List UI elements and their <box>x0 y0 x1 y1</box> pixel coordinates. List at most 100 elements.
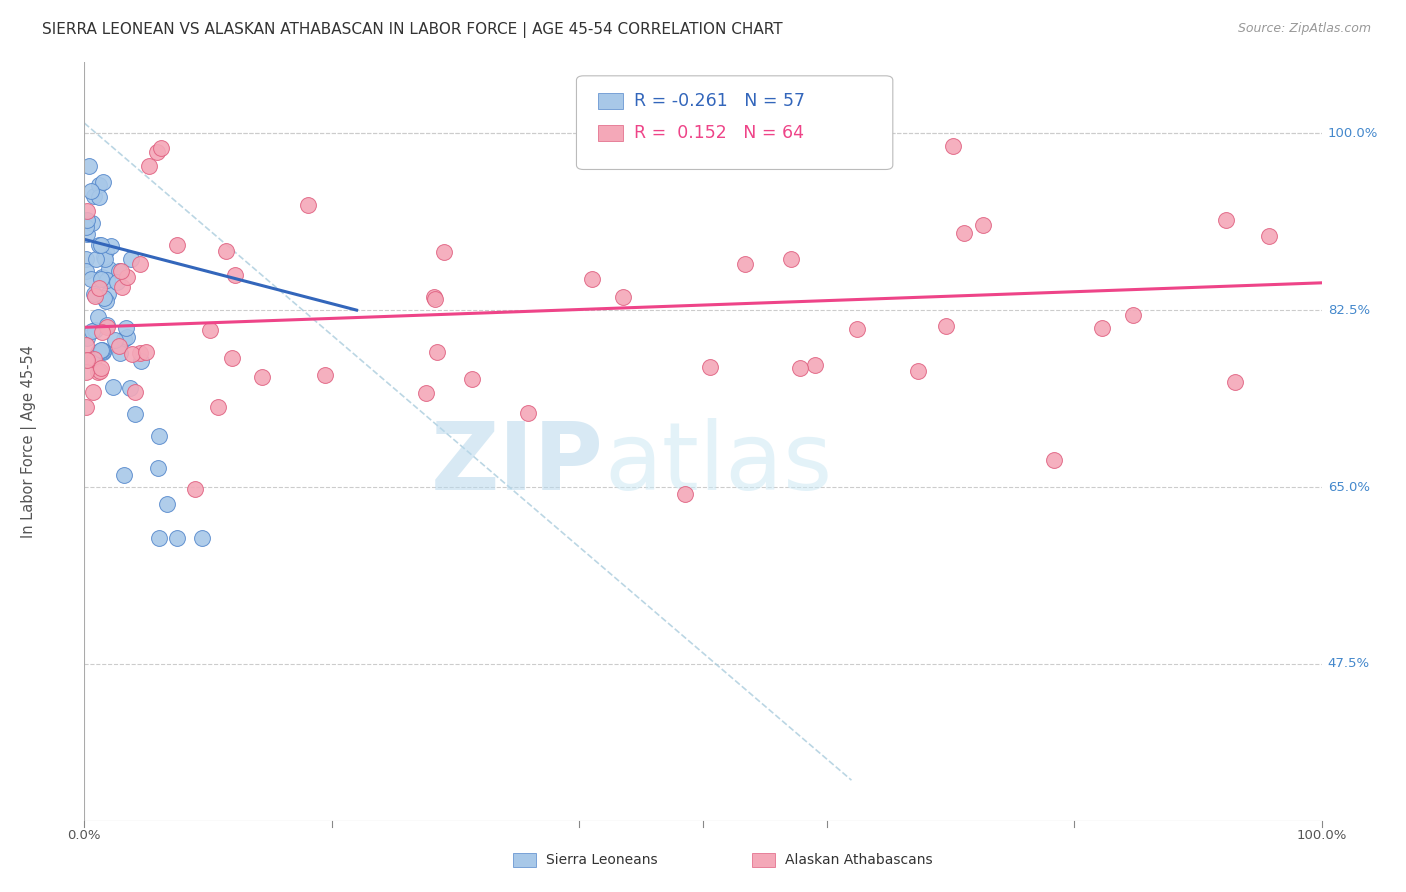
Point <box>83 189 105 203</box>
Point <box>91 345 114 359</box>
Point <box>82 216 104 230</box>
Point <box>96 272 118 286</box>
Text: R = -0.261   N = 57: R = -0.261 N = 57 <box>634 92 806 110</box>
Point <box>94 252 117 266</box>
Point <box>129 346 152 360</box>
Point <box>76 331 98 345</box>
Point <box>314 368 336 382</box>
Point <box>80 324 103 338</box>
Point <box>215 244 238 258</box>
Point <box>75 264 97 278</box>
Point <box>75 365 97 379</box>
Point <box>112 468 135 483</box>
Point <box>96 319 118 334</box>
Point <box>148 531 170 545</box>
Point <box>97 261 120 276</box>
Point <box>224 268 246 282</box>
Text: ZIP: ZIP <box>432 418 605 510</box>
Text: R =  0.152   N = 64: R = 0.152 N = 64 <box>634 124 804 142</box>
Point <box>952 226 974 240</box>
Point <box>83 323 105 337</box>
Point <box>115 320 138 334</box>
Point <box>423 292 446 306</box>
Point <box>1091 321 1114 335</box>
Point <box>91 175 114 189</box>
Point <box>673 486 696 500</box>
Point <box>433 245 456 260</box>
Point <box>129 354 152 368</box>
Point <box>166 531 188 545</box>
Text: In Labor Force | Age 45-54: In Labor Force | Age 45-54 <box>21 345 37 538</box>
Point <box>124 385 146 400</box>
Point <box>93 250 115 264</box>
Point <box>612 290 634 304</box>
Point <box>87 310 110 325</box>
Point <box>156 497 179 511</box>
Point <box>83 351 105 366</box>
Point <box>75 338 97 352</box>
Point <box>138 159 160 173</box>
Point <box>76 227 98 241</box>
Point <box>804 358 827 372</box>
Point <box>1223 376 1246 390</box>
Point <box>76 352 98 367</box>
Text: 100.0%: 100.0% <box>1296 829 1347 842</box>
Point <box>77 159 100 173</box>
Text: Alaskan Athabascans: Alaskan Athabascans <box>785 853 932 867</box>
Point <box>117 330 139 344</box>
Text: 0.0%: 0.0% <box>67 829 101 842</box>
Point <box>221 351 243 365</box>
Point <box>76 252 98 266</box>
Point <box>1122 308 1144 322</box>
Point <box>1043 452 1066 467</box>
Point <box>87 238 110 252</box>
Point <box>94 244 117 258</box>
Point <box>96 318 118 332</box>
Point <box>150 141 173 155</box>
Point <box>297 198 319 212</box>
Point <box>104 333 127 347</box>
Point <box>90 361 112 376</box>
Point <box>845 321 868 335</box>
Point <box>112 332 135 346</box>
Point <box>87 344 110 359</box>
Point <box>89 178 111 193</box>
Point <box>90 343 112 357</box>
Point <box>90 343 112 358</box>
Point <box>90 272 112 286</box>
Point <box>516 406 538 420</box>
Point <box>100 239 122 253</box>
Point <box>779 252 801 266</box>
Point <box>110 264 132 278</box>
Point <box>108 346 131 360</box>
Text: 65.0%: 65.0% <box>1327 481 1369 493</box>
Point <box>146 461 169 475</box>
Point <box>145 145 167 159</box>
Point <box>121 347 143 361</box>
Point <box>734 256 756 270</box>
Point <box>972 218 994 232</box>
Point <box>124 407 146 421</box>
Point <box>135 345 157 359</box>
Point <box>84 289 107 303</box>
Point <box>461 372 484 386</box>
Point <box>76 204 98 219</box>
Point <box>94 293 117 308</box>
Text: atlas: atlas <box>605 418 832 510</box>
Point <box>107 264 129 278</box>
Point <box>80 271 103 285</box>
Point <box>935 319 957 334</box>
Point <box>252 370 274 384</box>
Point <box>789 360 811 375</box>
Point <box>82 385 104 400</box>
Point <box>87 281 110 295</box>
Point <box>198 323 221 337</box>
Point <box>184 482 207 496</box>
Point <box>93 291 115 305</box>
Point <box>191 531 214 545</box>
Point <box>93 343 115 358</box>
Text: 47.5%: 47.5% <box>1327 657 1369 671</box>
Point <box>79 184 101 198</box>
Point <box>166 237 188 252</box>
Point <box>108 339 131 353</box>
